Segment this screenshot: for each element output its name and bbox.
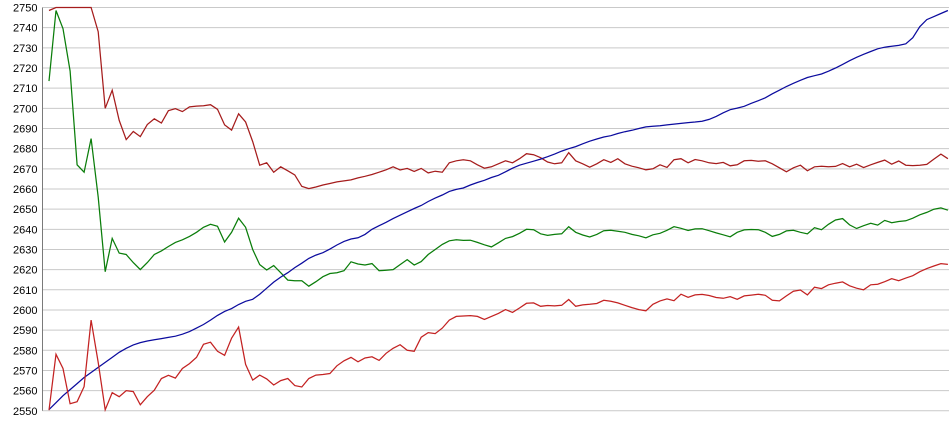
y-axis-label: 2660 bbox=[13, 184, 37, 196]
y-axis-label: 2680 bbox=[13, 144, 37, 156]
y-axis-label: 2640 bbox=[13, 224, 37, 236]
y-axis-label: 2730 bbox=[13, 43, 37, 55]
y-axis-label: 2740 bbox=[13, 23, 37, 35]
y-axis-label: 2630 bbox=[13, 244, 37, 256]
y-axis-label: 2620 bbox=[13, 265, 37, 277]
y-axis-label: 2720 bbox=[13, 63, 37, 75]
y-axis-label: 2750 bbox=[13, 3, 37, 15]
y-axis-label: 2670 bbox=[13, 164, 37, 176]
series-green-line bbox=[48, 10, 949, 287]
y-axis-label: 2700 bbox=[13, 103, 37, 115]
y-axis-labels: 2750 2740 2730 2720 2710 2700 2690 2680 2670 2660… bbox=[13, 3, 37, 418]
y-axis-label: 2570 bbox=[13, 365, 37, 377]
series-lower-red-line bbox=[48, 262, 948, 413]
y-axis-label: 2690 bbox=[13, 123, 37, 135]
y-axis-label: 2710 bbox=[13, 83, 37, 95]
y-axis-label: 2650 bbox=[13, 204, 37, 216]
series-upper-dark-red-line bbox=[48, 6, 949, 190]
y-axis-label: 2590 bbox=[13, 325, 37, 337]
y-axis-label: 2560 bbox=[13, 386, 37, 398]
series-blue-line bbox=[48, 9, 949, 411]
y-axis-label: 2550 bbox=[13, 406, 37, 418]
y-axis-label: 2580 bbox=[13, 345, 37, 357]
y-axis-label: 2600 bbox=[13, 305, 37, 317]
y-axis-label: 2610 bbox=[13, 285, 37, 297]
gridlines bbox=[42, 7, 949, 412]
